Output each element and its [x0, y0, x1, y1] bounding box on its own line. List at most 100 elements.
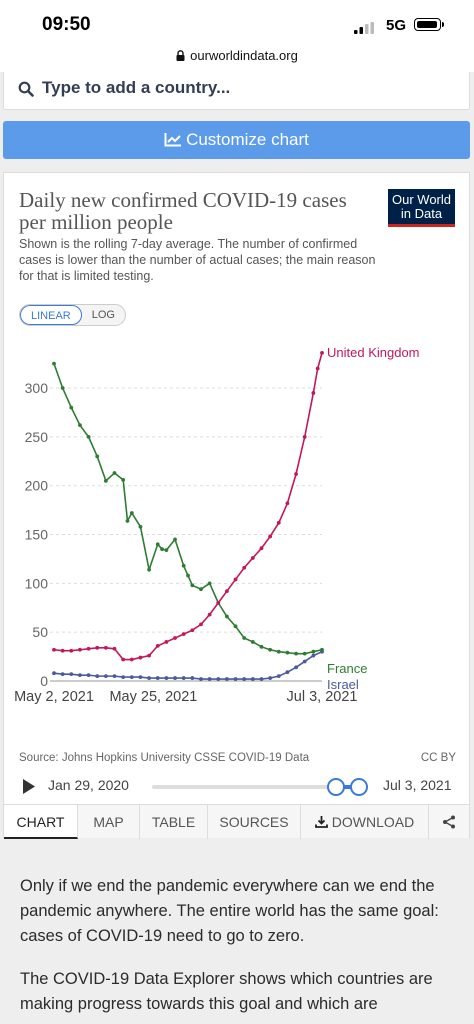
data-point — [268, 647, 273, 652]
status-bar: 09:50 5G — [0, 0, 474, 44]
data-point — [268, 534, 273, 539]
license-link[interactable]: CC BY — [420, 752, 456, 764]
y-tick-label: 150 — [25, 527, 49, 543]
scale-log-button[interactable]: LOG — [91, 309, 115, 321]
chart-source[interactable]: Source: Johns Hopkins University CSSE CO… — [19, 752, 310, 764]
data-point — [112, 674, 117, 679]
data-point — [103, 478, 108, 483]
chart-icon — [164, 133, 182, 147]
timeline-slider[interactable] — [152, 778, 368, 796]
data-point — [233, 577, 238, 582]
data-point — [320, 647, 324, 652]
scale-linear-button[interactable]: LINEAR — [20, 305, 82, 325]
data-point — [95, 454, 100, 459]
url-display[interactable]: ourworldindata.org — [0, 48, 474, 63]
data-point — [311, 391, 316, 395]
status-time: 09:50 — [42, 14, 91, 35]
data-point — [302, 651, 307, 656]
data-point — [78, 673, 82, 678]
data-point — [78, 423, 82, 428]
data-point — [216, 677, 221, 681]
data-point — [276, 674, 281, 679]
paragraph: Only if we end the pandemic everywhere c… — [20, 877, 439, 945]
data-point — [294, 472, 298, 476]
data-point — [242, 565, 247, 570]
chart-title: Daily new confirmed COVID-19 cases per m… — [19, 188, 347, 234]
owid-logo[interactable]: Our World in Data — [388, 189, 455, 227]
data-point — [302, 659, 307, 664]
share-icon — [443, 815, 455, 829]
data-point — [129, 675, 134, 679]
x-tick-label: May 2, 2021 — [14, 689, 94, 705]
data-point — [155, 542, 160, 547]
data-point — [276, 520, 281, 525]
data-point — [250, 640, 255, 644]
country-search-input[interactable]: Type to add a country... — [3, 72, 470, 110]
chart-tabs: CHART MAP TABLE SOURCES DOWNLOAD — [4, 804, 469, 839]
data-point — [250, 677, 255, 681]
data-point — [78, 647, 82, 652]
data-point — [225, 589, 229, 594]
data-point — [285, 650, 290, 655]
data-point — [103, 645, 108, 650]
data-point — [121, 657, 126, 662]
data-point — [86, 673, 91, 678]
play-icon[interactable] — [22, 778, 36, 795]
data-point — [285, 670, 290, 675]
data-point — [181, 676, 186, 680]
share-button[interactable] — [429, 805, 469, 839]
data-point — [233, 624, 238, 629]
article-text: Only if we end the pandemic everywhere c… — [20, 874, 460, 1024]
tab-sources[interactable]: SOURCES — [208, 805, 301, 839]
series-label: Israel — [327, 677, 359, 692]
data-point — [155, 676, 160, 680]
data-point — [233, 677, 238, 681]
tab-map[interactable]: MAP — [78, 805, 140, 839]
tab-download[interactable]: DOWNLOAD — [301, 805, 429, 839]
y-tick-label: 300 — [25, 380, 49, 396]
data-point — [60, 386, 65, 390]
search-icon — [18, 81, 34, 97]
series-line-israel — [53, 650, 323, 680]
data-point — [181, 632, 186, 637]
browser-url-bar[interactable]: ourworldindata.org — [0, 44, 474, 72]
data-point — [129, 511, 134, 515]
data-point — [315, 366, 320, 371]
line-chart: 0 50 100 150 200 250 300 May 2, 2021 May 25, 202… — [14, 345, 420, 705]
data-point — [190, 583, 195, 588]
customize-chart-label: Customize chart — [186, 130, 309, 149]
customize-chart-button[interactable]: Customize chart — [3, 121, 470, 159]
data-point — [69, 405, 74, 410]
data-point — [302, 434, 307, 439]
data-point — [242, 677, 247, 681]
data-point — [190, 628, 195, 633]
data-point — [95, 645, 100, 650]
battery-icon — [414, 18, 444, 31]
scale-toggle: LINEAR LOG — [19, 304, 126, 326]
data-point — [164, 676, 169, 680]
tab-table[interactable]: TABLE — [140, 805, 208, 839]
signal-icon — [354, 22, 374, 34]
data-point — [259, 644, 264, 649]
y-tick-label: 100 — [25, 575, 49, 591]
data-point — [147, 567, 151, 572]
timeline-end-handle[interactable] — [350, 778, 368, 796]
series-line-united-kingdom — [53, 352, 323, 661]
data-point — [60, 648, 65, 653]
data-point — [294, 651, 298, 656]
data-point — [311, 649, 316, 654]
data-point — [320, 351, 324, 355]
data-point — [164, 548, 169, 553]
data-point — [199, 622, 203, 627]
data-point — [225, 677, 229, 681]
data-point — [186, 573, 190, 578]
data-point — [60, 672, 65, 677]
x-tick-label: May 25, 2021 — [109, 689, 197, 705]
data-point — [121, 477, 126, 482]
series-label: United Kingdom — [327, 345, 420, 360]
timeline-start-handle[interactable] — [327, 778, 345, 796]
data-point — [285, 501, 290, 506]
timeline-end-date: Jul 3, 2021 — [383, 777, 452, 793]
network-type: 5G — [386, 17, 407, 34]
tab-chart[interactable]: CHART — [4, 805, 78, 839]
